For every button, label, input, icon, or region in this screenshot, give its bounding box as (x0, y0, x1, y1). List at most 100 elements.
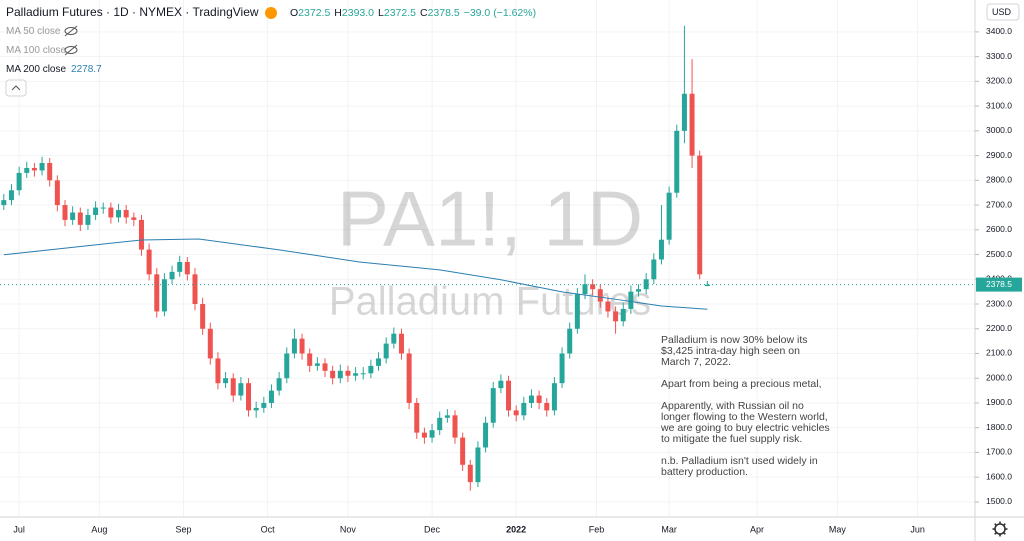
candle-body (353, 373, 359, 376)
candle-body (108, 207, 114, 218)
candle-body (123, 210, 129, 218)
ohlc-key: L (378, 7, 384, 19)
candle-body (246, 383, 252, 411)
candle-body (406, 353, 412, 403)
candle-body (261, 402, 267, 408)
candle-body (161, 279, 167, 312)
candle-body (613, 311, 619, 322)
indicator-label: MA 50 close (6, 26, 61, 37)
indicator-name: MA 200 close 2278.7 (6, 64, 102, 75)
candle-body (230, 378, 236, 396)
collapse-icon (11, 85, 21, 91)
candle-body (299, 338, 305, 354)
candle-body (551, 383, 557, 411)
annotation-line: Apart from being a precious metal, (661, 378, 822, 390)
candle-body (131, 217, 137, 220)
indicator-label: MA 200 close (6, 64, 66, 75)
candle-body (681, 93, 687, 131)
candle-body (93, 207, 99, 215)
ma-line (3, 238, 708, 310)
hidden-icon (64, 44, 78, 56)
candle-body (674, 130, 680, 193)
ohlc-value: 2372.5 (298, 7, 330, 19)
y-tick-label: 3300.0 (986, 51, 1012, 61)
collapse-button[interactable] (5, 79, 27, 97)
y-tick-label: 2600.0 (986, 224, 1012, 234)
y-tick-label: 1600.0 (986, 471, 1012, 481)
annotation-line: $3,425 intra-day high seen on (661, 345, 800, 357)
x-tick-label: Dec (424, 524, 441, 534)
candle-body (238, 383, 244, 396)
candle-body (291, 338, 297, 354)
candle-body (337, 370, 343, 379)
y-tick-label: 3200.0 (986, 76, 1012, 86)
candle-body (651, 259, 657, 280)
candle-body (47, 163, 53, 181)
indicator-label: MA 100 close (6, 45, 66, 56)
candle-body (253, 407, 259, 411)
candle-body (498, 380, 504, 389)
y-tick-label: 2700.0 (986, 199, 1012, 209)
candle-body (467, 464, 473, 483)
candle-body (437, 417, 443, 431)
candle-body (643, 279, 649, 290)
candle-body (506, 380, 512, 411)
candle-body (138, 219, 144, 250)
candle-body (567, 328, 573, 354)
candle-body (452, 415, 458, 438)
candle-body (559, 353, 565, 384)
candle-body (154, 274, 160, 312)
candle-body (284, 353, 290, 379)
candle-body (77, 212, 83, 225)
x-tick-label: Oct (261, 524, 276, 534)
candle-body (689, 93, 695, 156)
settings-icon (994, 531, 998, 535)
x-tick-label: Mar (661, 524, 677, 534)
watermark: PA1!, 1D (337, 175, 643, 263)
last-price-tag (976, 277, 1022, 292)
candle-body (658, 239, 664, 260)
candle-body (429, 430, 435, 438)
y-tick-label: 3100.0 (986, 100, 1012, 110)
settings-icon (994, 523, 998, 527)
y-tick-label: 2500.0 (986, 249, 1012, 259)
candle-body (636, 289, 642, 292)
y-tick-label: 2100.0 (986, 348, 1012, 358)
candle-body (330, 370, 336, 379)
annotation-line: to mitigate the fuel supply risk. (661, 433, 802, 445)
x-tick-label: May (829, 524, 847, 534)
candle-body (368, 365, 374, 374)
hidden-icon (64, 25, 78, 37)
currency-button[interactable] (986, 3, 1020, 21)
candle-body (169, 271, 175, 280)
candle-body (513, 410, 519, 416)
candle-body (697, 155, 703, 275)
y-tick-label: 2900.0 (986, 150, 1012, 160)
candle-body (276, 378, 282, 391)
candle-body (85, 214, 91, 225)
y-tick-label: 2000.0 (986, 372, 1012, 382)
candle-body (116, 210, 122, 218)
ohlc-key: H (334, 7, 342, 19)
candle-body (414, 402, 420, 433)
x-tick-label: Sep (176, 524, 192, 534)
candle-body (483, 422, 489, 448)
candle-body (24, 167, 30, 173)
candle-body (177, 261, 183, 272)
ohlc-key: C (420, 7, 428, 19)
x-tick-label: Nov (340, 524, 357, 534)
x-tick-label: Apr (750, 524, 764, 534)
watermark-subtitle: Palladium Futures (329, 280, 651, 324)
candle-body (574, 294, 580, 329)
y-tick-label: 2300.0 (986, 298, 1012, 308)
candle-body (70, 212, 76, 220)
x-tick-label: Feb (589, 524, 605, 534)
candle-body (490, 388, 496, 423)
y-tick-label: 1700.0 (986, 447, 1012, 457)
candle-body (146, 249, 152, 275)
y-tick-label: 1800.0 (986, 422, 1012, 432)
x-tick-label: Jul (13, 524, 25, 534)
y-tick-label: 2200.0 (986, 323, 1012, 333)
